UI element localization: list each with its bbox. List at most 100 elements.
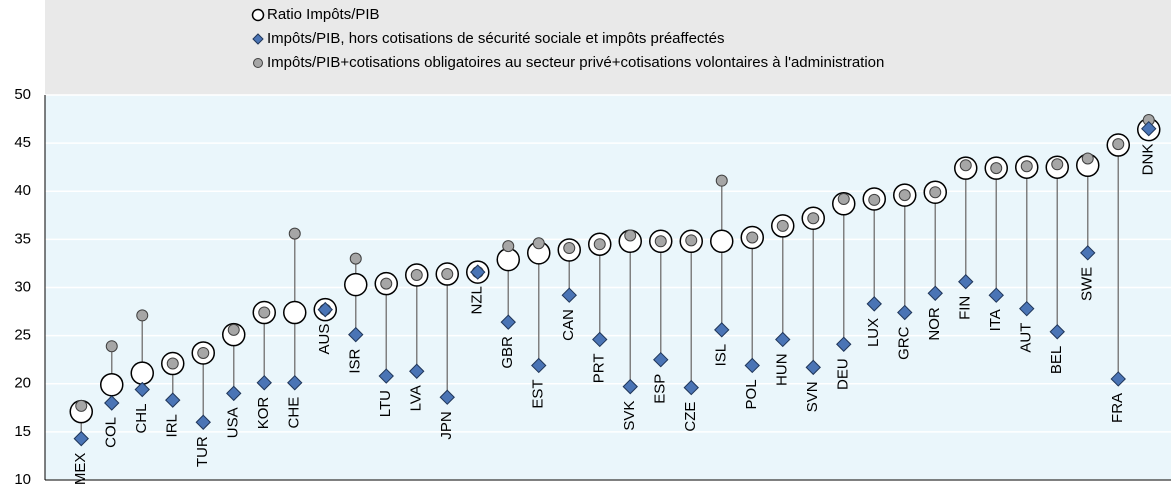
x-tick-label: SVN [804, 381, 821, 412]
extended-marker [1051, 158, 1064, 171]
x-tick-label: CHE [286, 397, 303, 429]
y-tick-label: 50 [14, 86, 31, 103]
extended-marker [563, 242, 576, 255]
x-tick-label: GBR [499, 336, 516, 369]
diamond-marker [897, 304, 913, 321]
extended-marker [807, 212, 820, 225]
diamond-marker [226, 385, 242, 402]
y-tick-label: 40 [14, 182, 31, 199]
diamond-marker [1110, 371, 1126, 387]
extended-marker [105, 340, 118, 353]
ratio-marker [710, 229, 734, 254]
diamond-marker [714, 322, 730, 338]
extended-marker [1081, 152, 1094, 165]
extended-marker [990, 162, 1003, 175]
y-tick-label: 30 [14, 278, 31, 295]
x-tick-label: PRT [591, 353, 608, 383]
diamond-marker [561, 287, 577, 303]
diamond-marker [744, 357, 760, 374]
diamond-marker [927, 285, 943, 301]
x-tick-label: USA [225, 407, 242, 438]
extended-marker [166, 357, 179, 370]
legend-label: Ratio Impôts/PIB [267, 6, 380, 23]
diamond-marker [470, 264, 486, 280]
legend-label: Impôts/PIB+cotisations obligatoires au s… [267, 54, 884, 71]
extended-marker [532, 237, 545, 250]
x-tick-label: ISL [713, 344, 730, 367]
x-tick-label: DNK [1140, 144, 1157, 176]
diamond-marker [439, 389, 455, 405]
x-tick-label: NOR [926, 307, 943, 341]
diamond-marker [165, 392, 181, 408]
ratio-marker [283, 300, 307, 325]
legend-background [45, 0, 1171, 95]
x-tick-label: CAN [560, 309, 577, 341]
x-tick-label: LUX [865, 318, 882, 347]
diamond-marker [775, 331, 791, 348]
x-tick-label: NZL [469, 286, 486, 314]
x-tick-label: FRA [1109, 393, 1126, 423]
legend-marker [253, 58, 263, 68]
extended-marker [197, 346, 210, 359]
diamond-marker [287, 375, 303, 391]
ratio-marker [100, 372, 124, 397]
x-tick-label: COL [103, 417, 120, 448]
extended-marker [75, 399, 88, 412]
extended-marker [502, 240, 515, 253]
diamond-marker [134, 381, 150, 398]
y-tick-label: 45 [14, 134, 31, 151]
x-tick-label: CHL [133, 404, 150, 434]
extended-marker [685, 234, 698, 247]
x-tick-label: GRC [896, 326, 913, 360]
diamond-marker [836, 336, 852, 352]
diamond-marker [409, 363, 425, 379]
diamond-marker [531, 357, 547, 374]
diamond-marker [988, 287, 1004, 303]
y-tick-label: 10 [14, 471, 31, 488]
x-tick-label: SWE [1079, 267, 1096, 301]
extended-marker [441, 268, 454, 281]
x-tick-label: DEU [835, 358, 852, 390]
extended-marker [868, 193, 881, 206]
extended-marker [837, 192, 850, 205]
diamond-marker [653, 351, 669, 368]
ratio-marker [344, 272, 368, 297]
y-tick-label: 15 [14, 423, 31, 440]
legend-label: Impôts/PIB, hors cotisations de sécurité… [267, 30, 724, 47]
diamond-marker [73, 430, 89, 447]
diamond-marker [683, 379, 699, 396]
x-tick-label: IRL [164, 414, 181, 437]
x-tick-label: SVK [621, 401, 638, 431]
extended-marker [380, 277, 393, 290]
extended-marker [410, 268, 423, 281]
x-tick-label: LTU [377, 390, 394, 417]
x-tick-label: POL [743, 379, 760, 409]
diamond-marker [500, 314, 516, 330]
diamond-marker [104, 395, 120, 411]
extended-marker [349, 252, 362, 265]
diamond-marker [1080, 245, 1096, 261]
extended-marker [288, 227, 301, 240]
extended-marker [715, 174, 728, 187]
x-tick-label: EST [530, 379, 547, 408]
x-tick-label: KOR [255, 397, 272, 430]
extended-marker [776, 219, 789, 232]
x-tick-label: AUT [1018, 323, 1035, 353]
diamond-marker [317, 301, 333, 318]
extended-marker [898, 189, 911, 202]
extended-marker [258, 306, 271, 319]
x-tick-label: CZE [682, 402, 699, 432]
x-tick-label: ESP [652, 374, 669, 404]
extended-marker [624, 229, 637, 242]
diamond-marker [1019, 300, 1035, 317]
x-tick-label: HUN [774, 353, 791, 386]
diamond-marker [592, 331, 608, 348]
diamond-marker [195, 414, 211, 430]
x-tick-label: AUS [316, 324, 333, 355]
y-tick-label: 25 [14, 327, 31, 344]
extended-marker [136, 309, 149, 322]
legend-marker [251, 8, 265, 22]
diamond-marker [622, 378, 638, 395]
extended-marker [1112, 138, 1125, 151]
